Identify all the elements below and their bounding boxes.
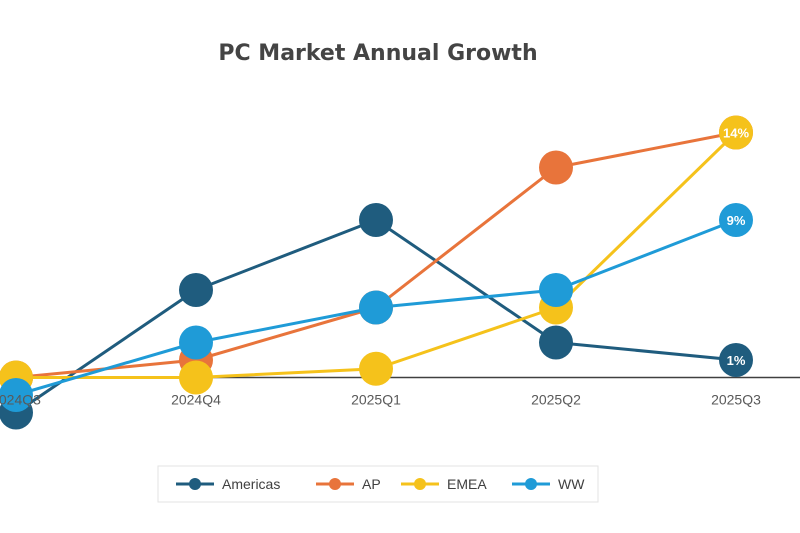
point-americas-4 (719, 343, 753, 377)
chart-title: PC Market Annual Growth (218, 41, 537, 66)
point-emea-2 (359, 351, 393, 386)
legend-label: EMEA (447, 476, 487, 492)
point-americas-2 (359, 203, 393, 237)
data-label-ww: 9% (727, 213, 746, 228)
legend-label: AP (362, 476, 381, 492)
legend-swatch-marker (329, 478, 341, 490)
data-label-emea: 14% (723, 126, 749, 141)
legend-item-ap: AP (316, 476, 381, 492)
x-tick-label: 2024Q3 (0, 392, 41, 408)
legend-item-americas: Americas (176, 476, 280, 492)
point-ww-2 (359, 290, 393, 325)
legend-item-emea: EMEA (401, 476, 487, 492)
point-emea-1 (179, 360, 213, 395)
legend-label: Americas (222, 476, 280, 492)
legend-swatch-marker (189, 478, 201, 490)
legend-item-ww: WW (512, 476, 585, 492)
x-tick-label: 2025Q2 (531, 392, 581, 408)
x-tick-label: 2024Q4 (171, 392, 221, 408)
data-label-americas: 1% (727, 353, 746, 368)
legend-swatch-marker (414, 478, 426, 490)
point-ww-1 (179, 325, 213, 360)
legend-label: WW (558, 476, 585, 492)
point-americas-3 (539, 325, 573, 360)
point-emea-4 (719, 115, 753, 150)
point-ww-4 (719, 203, 753, 237)
point-ww-3 (539, 273, 573, 307)
x-tick-label: 2025Q1 (351, 392, 401, 408)
point-ap-3 (539, 150, 573, 185)
legend-swatch-marker (525, 478, 537, 490)
point-americas-1 (179, 273, 213, 307)
point-ww-0 (0, 378, 33, 412)
x-tick-label: 2025Q3 (711, 392, 761, 408)
